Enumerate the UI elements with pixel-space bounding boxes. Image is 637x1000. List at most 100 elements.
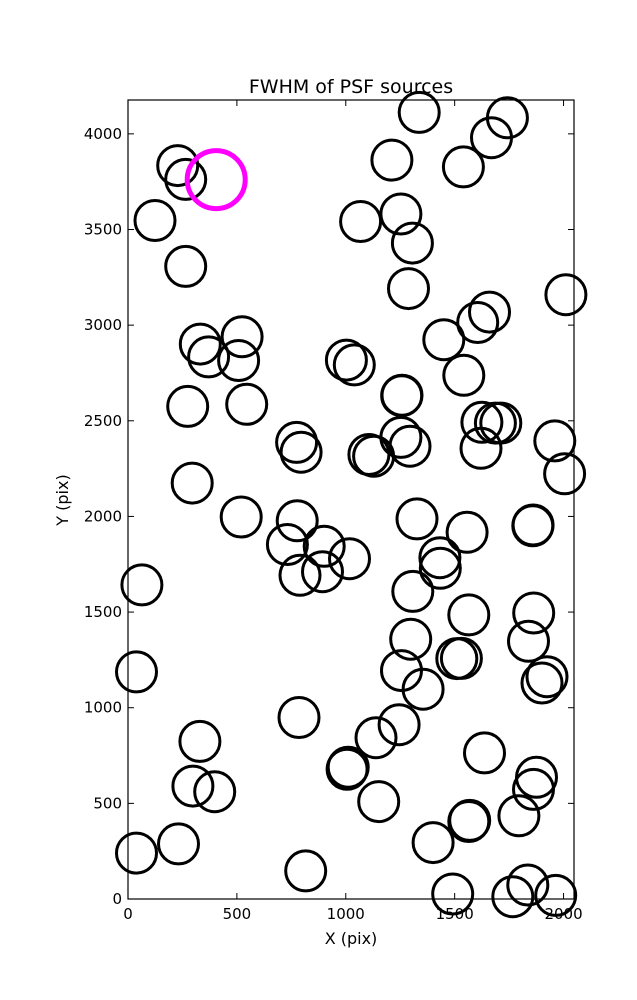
psf-source-marker — [447, 593, 491, 637]
psf-source-marker — [445, 510, 489, 554]
y-tick-label: 3000 — [84, 316, 122, 334]
psf-source-marker — [411, 821, 455, 865]
marks-layer — [115, 90, 588, 919]
psf-source-marker — [397, 90, 441, 134]
psf-source-marker — [512, 767, 555, 811]
x-tick-label: 1500 — [436, 905, 474, 923]
psf-source-marker — [370, 138, 414, 182]
y-tick-label: 2500 — [84, 412, 122, 430]
psf-source-marker — [390, 221, 434, 265]
y-axis-label: Y (pix) — [53, 474, 72, 526]
psf-source-marker — [220, 315, 264, 359]
psf-source-marker — [339, 200, 383, 243]
x-axis-ticks: 0 500 1000 1500 2000 — [123, 100, 583, 923]
psf-source-marker — [456, 301, 500, 344]
x-axis-label: X (pix) — [325, 929, 378, 948]
y-tick-label: 2000 — [84, 507, 122, 525]
psf-source-marker — [332, 343, 376, 387]
psf-source-marker — [133, 199, 177, 242]
psf-source-marker — [178, 322, 222, 366]
psf-source-marker — [507, 619, 550, 663]
psf-source-marker — [193, 770, 237, 814]
y-tick-label: 4000 — [84, 125, 122, 143]
psf-source-marker — [275, 420, 319, 464]
psf-source-marker — [277, 696, 321, 739]
psf-source-marker — [395, 497, 439, 541]
psf-source-marker — [418, 536, 462, 580]
psf-source-marker — [460, 400, 504, 444]
psf-source-marker — [324, 338, 368, 382]
x-tick-label: 0 — [123, 905, 133, 923]
psf-source-marker — [164, 244, 208, 288]
psf-source-marker — [497, 794, 541, 838]
psf-source-marker — [301, 550, 344, 594]
psf-source-marker — [225, 382, 269, 426]
psf-source-marker — [302, 524, 346, 568]
psf-source-marker — [115, 831, 158, 875]
psf-source-marker — [265, 523, 309, 566]
psf-source-marker — [431, 872, 475, 916]
y-tick-label: 1000 — [84, 699, 122, 717]
psf-source-marker — [157, 822, 200, 866]
psf-source-marker — [485, 96, 529, 140]
psf-source-marker — [166, 384, 210, 428]
psf-source-marker — [512, 591, 556, 635]
psf-source-marker — [506, 863, 550, 907]
psf-source-marker — [284, 849, 328, 893]
psf-source-marker — [379, 192, 423, 236]
psf-source-marker — [219, 495, 263, 539]
psf-source-marker — [170, 461, 214, 505]
psf-source-marker — [217, 339, 261, 382]
psf-source-marker — [178, 719, 222, 763]
chart-title: FWHM of PSF sources — [249, 76, 453, 98]
y-tick-label: 500 — [93, 794, 122, 812]
psf-source-marker — [534, 873, 578, 917]
psf-source-marker — [380, 374, 424, 418]
psf-source-marker — [511, 503, 555, 547]
psf-source-marker — [328, 537, 371, 581]
psf-source-marker — [164, 157, 208, 201]
psf-source-marker — [275, 499, 319, 543]
psf-source-marker — [388, 424, 432, 468]
psf-source-marker — [391, 569, 435, 613]
psf-source-marker — [463, 731, 506, 775]
psf-source-marker — [156, 144, 200, 188]
psf-source-marker — [468, 290, 511, 334]
psf-source-marker — [533, 419, 577, 463]
psf-source-marker — [187, 335, 231, 379]
psf-source-marker — [325, 747, 369, 791]
psf-source-marker — [418, 546, 462, 590]
psf-source-marker — [354, 716, 398, 760]
psf-source-marker — [439, 636, 483, 680]
highlighted-source-marker — [184, 148, 248, 212]
x-tick-label: 500 — [223, 905, 252, 923]
psf-source-marker — [401, 667, 445, 711]
y-tick-label: 1500 — [84, 603, 122, 621]
psf-source-marker — [520, 661, 564, 705]
psf-source-marker — [377, 703, 421, 747]
psf-source-marker — [544, 273, 588, 317]
psf-source-marker — [278, 553, 322, 597]
y-axis-ticks: 0 500 1000 1500 2000 2500 3000 3500 4000 — [84, 125, 574, 908]
x-tick-label: 2000 — [544, 905, 582, 923]
psf-source-marker — [171, 764, 215, 808]
psf-source-marker — [422, 318, 466, 362]
psf-source-marker — [459, 426, 503, 470]
psf-source-marker — [442, 353, 486, 397]
psf-source-marker — [389, 617, 433, 661]
psf-source-marker — [279, 430, 323, 474]
psf-source-marker — [543, 452, 587, 496]
psf-source-marker — [115, 650, 158, 694]
psf-source-marker — [441, 145, 485, 189]
x-tick-label: 1000 — [327, 905, 365, 923]
psf-source-marker — [357, 780, 401, 824]
psf-source-marker — [387, 267, 430, 311]
y-tick-label: 0 — [112, 890, 122, 908]
plot-frame — [127, 99, 575, 900]
psf-source-marker — [120, 563, 164, 607]
psf-source-marker — [525, 655, 569, 699]
psf-source-marker — [379, 415, 423, 459]
psf-source-marker — [447, 800, 491, 843]
psf-source-marker — [491, 875, 535, 919]
